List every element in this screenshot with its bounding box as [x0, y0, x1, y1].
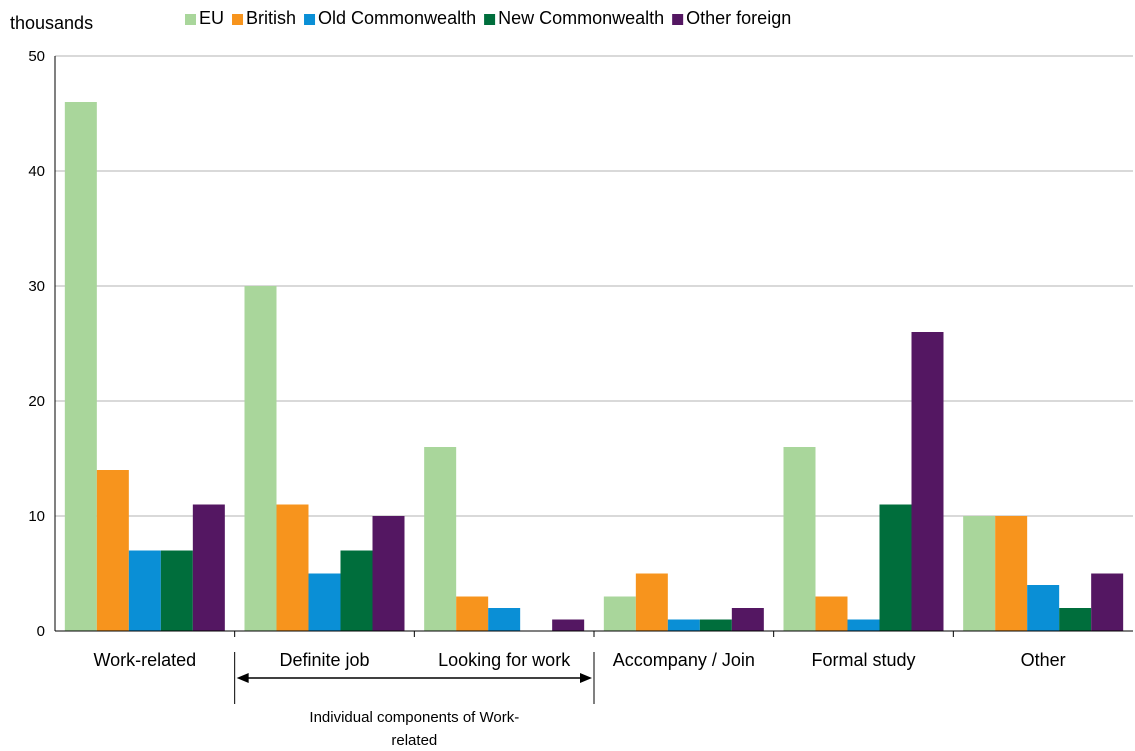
legend-label: EU [199, 8, 224, 28]
bar-eu-looking-for-work [424, 447, 457, 631]
bar-eu-definite-job [244, 286, 277, 631]
bar-eu-work-related [64, 102, 97, 631]
bar-old-commonwealth-other [1027, 585, 1060, 631]
bars [64, 102, 1124, 631]
bar-old-commonwealth-accompany-join [667, 619, 700, 631]
y-tick-label: 40 [28, 163, 45, 180]
bar-eu-formal-study [783, 447, 816, 631]
bar-british-other [995, 516, 1028, 631]
legend-item-eu: EU [185, 8, 224, 28]
axes [54, 56, 1133, 637]
bar-other-foreign-definite-job [372, 516, 405, 631]
legend-label: British [246, 8, 296, 28]
bar-new-commonwealth-formal-study [879, 504, 912, 631]
bar-other-foreign-work-related [192, 504, 225, 631]
bar-old-commonwealth-work-related [128, 550, 161, 631]
components-annotation: Individual components of Work- related [234, 652, 595, 749]
category-labels: Work-related Definite job Looking for work… [93, 650, 1065, 670]
bar-british-definite-job [276, 504, 309, 631]
bar-british-work-related [96, 470, 129, 631]
bar-british-formal-study [815, 596, 848, 631]
legend-swatch [232, 14, 244, 25]
bar-new-commonwealth-work-related [160, 550, 193, 631]
bar-other-foreign-looking-for-work [552, 619, 585, 631]
legend: EU British Old Commonwealth New Commonwealt… [185, 8, 791, 28]
bar-new-commonwealth-accompany-join [699, 619, 732, 631]
category-label: Work-related [93, 650, 196, 670]
annotation-text-line1: Individual components of Work- [309, 709, 519, 726]
legend-swatch [304, 14, 316, 25]
bar-new-commonwealth-definite-job [340, 550, 373, 631]
bar-eu-accompany-join [603, 596, 636, 631]
bar-new-commonwealth-other [1059, 608, 1092, 631]
legend-item-other-foreign: Other foreign [672, 8, 791, 28]
legend-swatch [185, 14, 196, 25]
legend-label: Other foreign [686, 8, 791, 28]
category-label: Other [1021, 650, 1066, 670]
bar-old-commonwealth-definite-job [308, 573, 341, 631]
legend-item-british: British [232, 8, 296, 28]
legend-label: Old Commonwealth [318, 8, 476, 28]
y-tick-label: 10 [28, 508, 45, 525]
bar-eu-other [963, 516, 996, 631]
bar-other-foreign-formal-study [911, 332, 944, 631]
bar-old-commonwealth-looking-for-work [488, 608, 521, 631]
legend-item-new-commonwealth: New Commonwealth [484, 8, 664, 28]
gridlines [55, 55, 1133, 517]
legend-swatch [484, 14, 496, 25]
bar-british-looking-for-work [456, 596, 489, 631]
category-label: Looking for work [438, 650, 571, 670]
bar-other-foreign-other [1091, 573, 1124, 631]
y-axis-label: thousands [10, 13, 93, 33]
category-label: Formal study [811, 650, 915, 670]
y-tick-labels: 0 10 20 30 40 50 [28, 48, 45, 640]
bar-old-commonwealth-formal-study [847, 619, 880, 631]
legend-label: New Commonwealth [498, 8, 664, 28]
legend-swatch [672, 14, 684, 25]
annotation-arrowhead-right [580, 673, 592, 683]
y-tick-label: 20 [28, 393, 45, 410]
y-tick-label: 30 [28, 278, 45, 295]
bar-other-foreign-accompany-join [731, 608, 764, 631]
annotation-arrowhead-left [236, 673, 249, 683]
category-label: Definite job [279, 650, 369, 670]
legend-item-old-commonwealth: Old Commonwealth [304, 8, 476, 28]
annotation-text-line2: related [391, 732, 437, 749]
category-label: Accompany / Join [613, 650, 755, 670]
bar-british-accompany-join [635, 573, 668, 631]
y-tick-label: 50 [28, 48, 45, 65]
y-tick-label: 0 [37, 623, 45, 640]
